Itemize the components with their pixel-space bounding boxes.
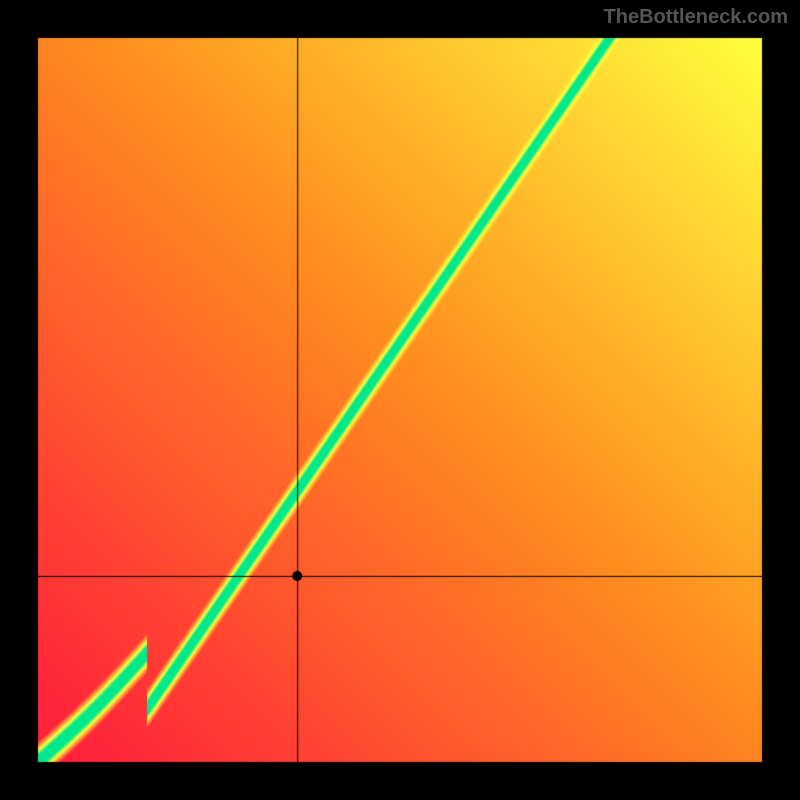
chart-frame: TheBottleneck.com [0, 0, 800, 800]
watermark-text: TheBottleneck.com [604, 6, 788, 29]
heatmap-canvas [0, 0, 800, 800]
